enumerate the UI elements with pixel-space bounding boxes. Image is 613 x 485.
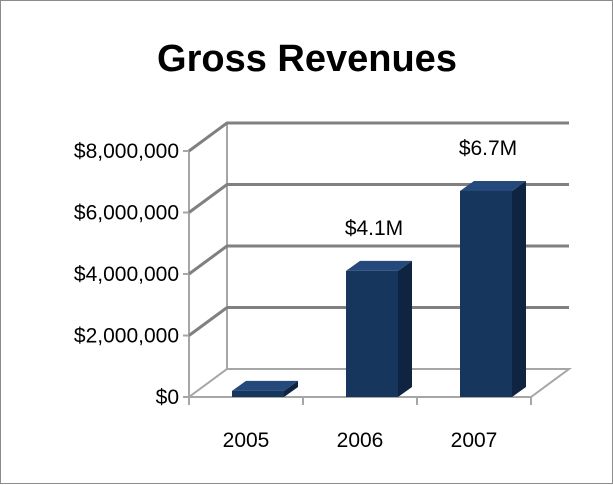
chart-title: Gross Revenues — [157, 38, 457, 80]
bar-2007 — [460, 180, 526, 397]
x-tick-label: 2007 — [451, 429, 498, 452]
bar-top — [460, 180, 526, 191]
bar-side — [512, 180, 526, 397]
bar-2006 — [346, 260, 412, 397]
bar-top — [232, 380, 298, 391]
y-axis-ticks: $0 $2,000,000 $4,000,000 $6,000,000 $8,000,0… — [74, 140, 189, 409]
y-tick-label: $4,000,000 — [74, 263, 179, 286]
bar-side — [284, 380, 298, 397]
x-tick-label: 2005 — [223, 429, 270, 452]
y-tick-label: $2,000,000 — [74, 325, 179, 348]
grid-layer — [185, 121, 573, 398]
gridline — [188, 121, 569, 153]
bar-front — [460, 190, 512, 397]
bar-side — [398, 260, 412, 397]
bar-2005 — [232, 380, 298, 397]
x-tick-label: 2006 — [337, 429, 384, 452]
data-label: $6.7M — [459, 137, 517, 160]
y-tick-label: $6,000,000 — [74, 202, 179, 225]
data-label: $4.1M — [345, 217, 403, 240]
gridline — [188, 183, 569, 214]
bar-top — [346, 260, 412, 271]
gridline — [188, 244, 569, 276]
x-axis-ticks: 2005 2006 2007 — [188, 397, 532, 452]
gridline — [188, 306, 569, 337]
y-tick-label: $0 — [156, 386, 179, 409]
bar-front — [232, 390, 284, 397]
bar-front — [346, 270, 398, 397]
y-tick-label: $8,000,000 — [74, 140, 179, 163]
bars — [232, 180, 526, 397]
data-labels: $4.1M $6.7M — [345, 137, 517, 240]
